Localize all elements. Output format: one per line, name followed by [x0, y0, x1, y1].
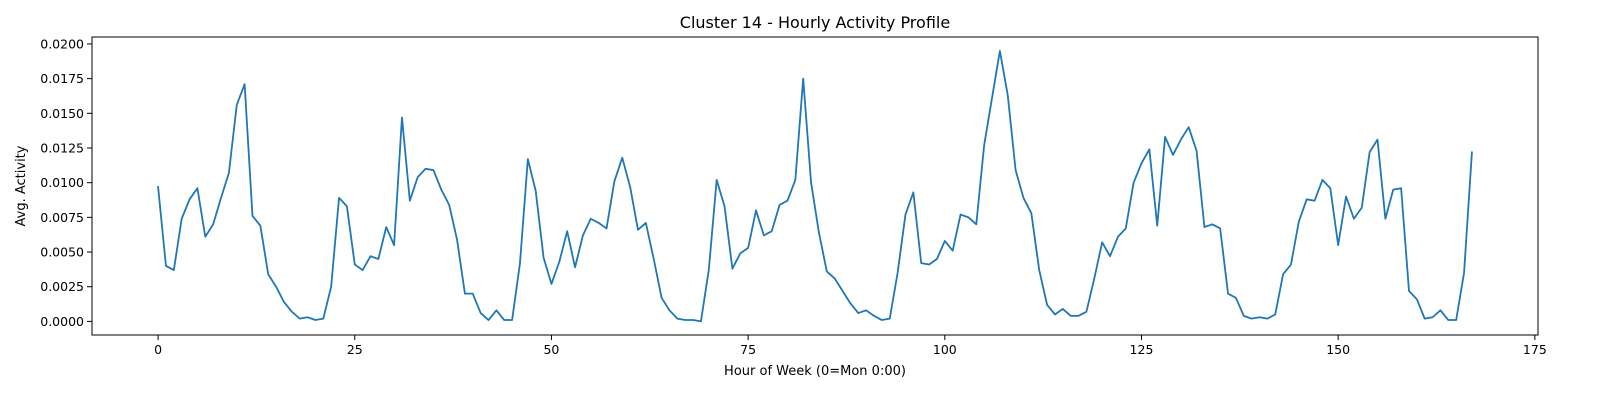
series-line — [157, 49, 1473, 323]
plot-frame — [91, 36, 1539, 336]
x-tick-label: 25 — [347, 342, 363, 357]
y-tick-label: 0.0000 — [40, 314, 84, 329]
x-tick-label: 75 — [740, 342, 756, 357]
y-tick-label: 0.0075 — [40, 210, 84, 225]
plot-area: 0 25 50 75 100 125 150 175 0.00000.00250.00500.… — [40, 36, 1547, 357]
x-tick-label: 0 — [154, 342, 162, 357]
y-tick-label: 0.0200 — [40, 36, 84, 51]
x-tick-label: 150 — [1326, 342, 1350, 357]
x-axis: 0 25 50 75 100 125 150 175 — [154, 335, 1547, 357]
y-tick-label: 0.0175 — [40, 71, 84, 86]
x-axis-label: Hour of Week (0=Mon 0:00) — [724, 364, 906, 379]
x-tick-label: 100 — [933, 342, 957, 357]
y-axis-label: Avg. Activity — [14, 145, 29, 226]
x-tick-label: 50 — [543, 342, 559, 357]
y-tick-label: 0.0150 — [40, 106, 84, 121]
x-tick-label: 125 — [1130, 342, 1154, 357]
y-tick-label: 0.0100 — [40, 175, 84, 190]
y-tick-label: 0.0025 — [40, 279, 84, 294]
x-tick-label: 175 — [1523, 342, 1547, 357]
y-axis: 0.0000 0.0025 0.0050 0.0075 0.0100 0.0125 0.01… — [40, 36, 92, 329]
y-tick-label: 0.0050 — [40, 245, 84, 260]
y-tick-label: 0.0125 — [40, 140, 84, 155]
chart-title: Cluster 14 - Hourly Activity Profile — [680, 13, 950, 32]
